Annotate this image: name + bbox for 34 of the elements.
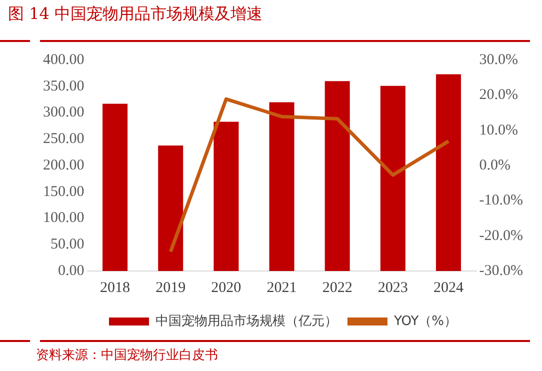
y-tick-label: 0.00 [58, 262, 84, 279]
bar [436, 74, 461, 271]
y2-tick-label: 20.0% [479, 87, 518, 104]
x-tick-label: 2019 [156, 280, 186, 296]
y2-tick-label: -20.0% [479, 228, 524, 244]
y-tick-label: 50.00 [50, 236, 84, 253]
bar [324, 81, 350, 271]
text: 资料来源：中国宠物行业白皮书 [36, 347, 218, 364]
x-tick-label: 2020 [211, 280, 242, 296]
x-tick-label: 2023 [378, 280, 408, 296]
y-tick-label: 400.00 [43, 52, 84, 68]
bar [380, 86, 406, 271]
y-tick-label: 300.00 [43, 104, 84, 121]
legend-label: YOY（%） [392, 314, 458, 329]
y-tick-label: 200.00 [43, 157, 84, 174]
y-tick-label: 150.00 [43, 184, 84, 200]
y2-tick-label: 10.0% [479, 122, 518, 138]
bar [158, 145, 184, 271]
y-tick-label: 250.00 [43, 131, 84, 148]
y2-tick-label: 0.0% [479, 157, 511, 174]
bar [214, 122, 239, 271]
chart-title: 图 14 中国宠物用品市场规模及增速 [8, 4, 263, 25]
y2-tick-label: -30.0% [479, 262, 524, 279]
y-tick-label: 100.00 [43, 210, 84, 226]
legend-label: 中国宠物用品市场规模（亿元） [155, 314, 338, 329]
y-tick-label: 350.00 [43, 78, 84, 94]
y2-tick-label: -10.0% [479, 192, 524, 209]
bar [269, 102, 294, 271]
x-tick-label: 2021 [266, 280, 297, 296]
x-tick-label: 2022 [322, 280, 352, 296]
x-tick-label: 2018 [100, 280, 130, 296]
x-tick-label: 2024 [433, 280, 464, 296]
bar [102, 104, 128, 271]
y2-tick-label: 30.0% [479, 52, 518, 68]
